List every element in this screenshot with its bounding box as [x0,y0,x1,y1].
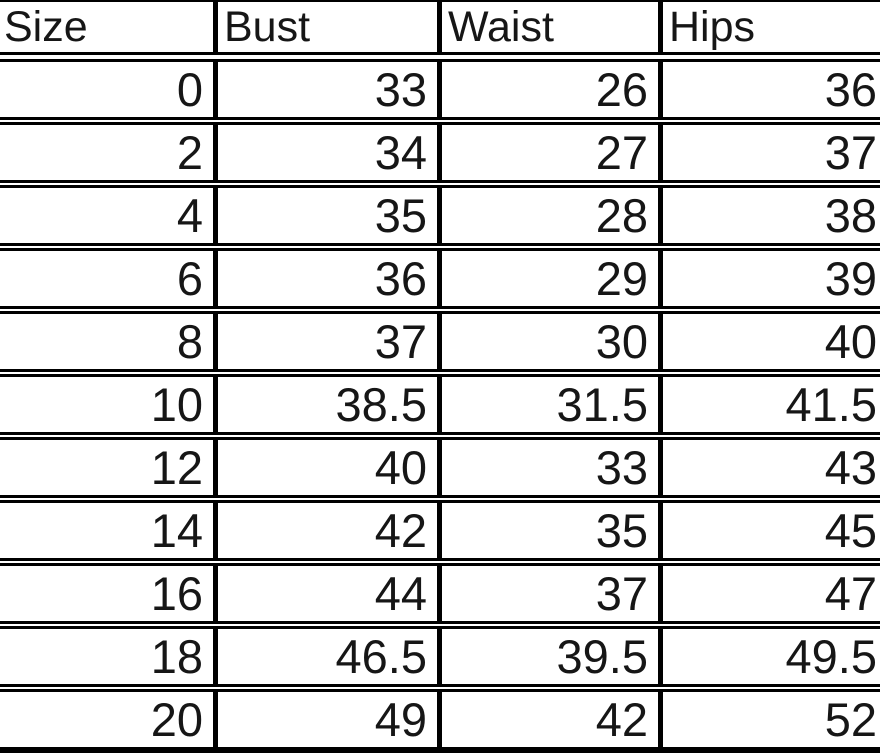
header-size: Size [0,0,218,62]
cell-size: 12 [0,433,218,503]
cell-hips: 36 [658,54,880,125]
cell-bust: 44 [213,559,442,629]
table-row: 10 38.5 31.5 41.5 [0,370,880,440]
header-bust: Bust [213,0,442,62]
cell-waist: 33 [437,433,663,503]
cell-waist: 31.5 [437,370,663,440]
cell-bust: 49 [213,685,442,753]
table-row: 18 46.5 39.5 49.5 [0,622,880,692]
cell-bust: 40 [213,433,442,503]
cell-waist: 30 [437,307,663,377]
cell-size: 14 [0,496,218,566]
table-row: 4 35 28 38 [0,181,880,251]
cell-hips: 49.5 [658,622,880,692]
cell-waist: 37 [437,559,663,629]
table-row: 20 49 42 52 [0,685,880,753]
cell-bust: 37 [213,307,442,377]
table-row: 12 40 33 43 [0,433,880,503]
cell-hips: 41.5 [658,370,880,440]
cell-bust: 33 [213,54,442,125]
cell-waist: 26 [437,54,663,125]
header-hips: Hips [658,0,880,62]
cell-waist: 42 [437,685,663,753]
cell-size: 6 [0,244,218,314]
table-header-row: Size Bust Waist Hips [0,0,880,62]
cell-hips: 40 [658,307,880,377]
cell-size: 8 [0,307,218,377]
cell-hips: 52 [658,685,880,753]
cell-size: 18 [0,622,218,692]
cell-bust: 38.5 [213,370,442,440]
cell-waist: 29 [437,244,663,314]
cell-hips: 47 [658,559,880,629]
cell-bust: 42 [213,496,442,566]
cell-size: 4 [0,181,218,251]
cell-waist: 35 [437,496,663,566]
cell-size: 16 [0,559,218,629]
cell-size: 20 [0,685,218,753]
cell-hips: 38 [658,181,880,251]
table-row: 8 37 30 40 [0,307,880,377]
cell-size: 10 [0,370,218,440]
table-row: 14 42 35 45 [0,496,880,566]
cell-bust: 46.5 [213,622,442,692]
cell-bust: 34 [213,118,442,188]
table-row: 16 44 37 47 [0,559,880,629]
table-row: 2 34 27 37 [0,118,880,188]
table-row: 6 36 29 39 [0,244,880,314]
cell-bust: 36 [213,244,442,314]
cell-hips: 39 [658,244,880,314]
header-waist: Waist [437,0,663,62]
cell-hips: 37 [658,118,880,188]
cell-hips: 43 [658,433,880,503]
cell-waist: 28 [437,181,663,251]
cell-bust: 35 [213,181,442,251]
cell-waist: 39.5 [437,622,663,692]
cell-hips: 45 [658,496,880,566]
cell-waist: 27 [437,118,663,188]
cell-size: 2 [0,118,218,188]
table-row: 0 33 26 36 [0,54,880,125]
cell-size: 0 [0,54,218,125]
